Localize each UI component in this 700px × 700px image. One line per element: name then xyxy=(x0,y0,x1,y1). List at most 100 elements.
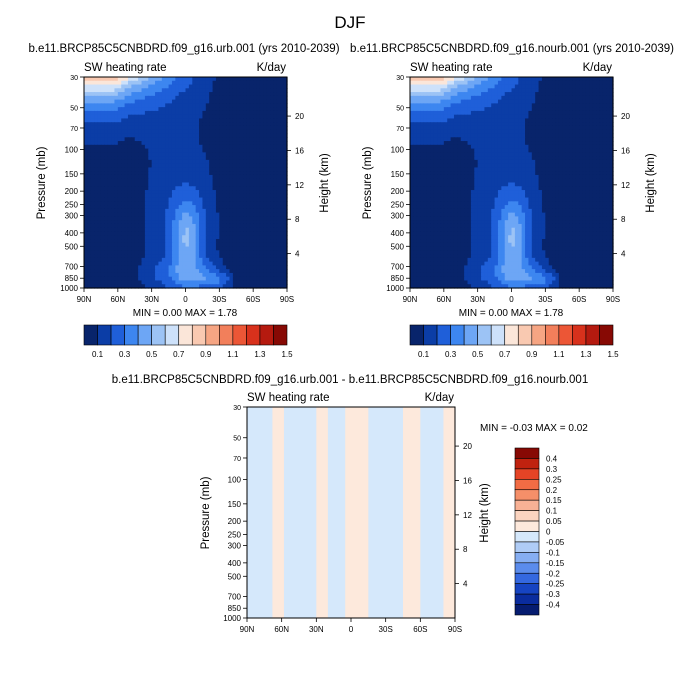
heatmap-cell xyxy=(94,103,99,108)
heatmap-cell xyxy=(508,129,513,135)
heatmap-cell xyxy=(212,242,217,248)
heatmap-cell xyxy=(171,84,176,89)
heatmap-cell xyxy=(107,99,112,104)
heatmap-cell xyxy=(416,129,421,135)
heatmap-cell xyxy=(464,114,469,120)
heatmap-cell xyxy=(205,178,210,184)
heatmap-cell xyxy=(219,182,224,187)
heatmap-cell xyxy=(151,163,156,169)
heatmap-cell xyxy=(111,84,116,89)
heatmap-cell xyxy=(127,220,132,225)
heatmap-cell xyxy=(270,118,275,123)
heatmap-cell xyxy=(420,84,425,89)
heatmap-cell xyxy=(175,141,180,146)
heatmap-cell xyxy=(239,133,244,138)
heatmap-cell xyxy=(107,223,112,229)
heatmap-cell xyxy=(246,280,251,285)
heatmap-cell xyxy=(114,272,119,278)
heatmap-cell xyxy=(487,129,492,135)
heatmap-cell xyxy=(579,122,584,127)
heatmap-cell xyxy=(94,284,99,289)
heatmap-cell xyxy=(552,122,557,127)
heatmap-cell xyxy=(97,231,102,236)
heatmap-cell xyxy=(134,242,139,248)
heatmap-cell xyxy=(90,197,95,202)
heatmap-cell xyxy=(131,272,136,278)
heatmap-cell xyxy=(410,103,414,108)
heatmap-cell xyxy=(481,92,486,97)
heatmap-cell xyxy=(239,197,244,202)
heatmap-cell xyxy=(246,129,251,135)
heatmap-cell xyxy=(443,174,448,180)
heatmap-cell xyxy=(511,114,516,120)
heatmap-cell xyxy=(243,156,247,161)
heatmap-cell xyxy=(253,216,258,221)
heatmap-cell xyxy=(205,171,210,176)
heatmap-cell xyxy=(256,133,261,138)
heatmap-cell xyxy=(266,272,271,278)
heatmap-cell xyxy=(410,148,414,153)
heatmap-cell xyxy=(464,92,469,97)
heatmap-cell xyxy=(545,107,550,112)
heatmap-cell xyxy=(222,242,227,248)
heatmap-cell xyxy=(97,242,102,248)
heatmap-cell xyxy=(443,114,448,120)
heatmap-cell xyxy=(602,103,607,108)
heatmap-cell xyxy=(467,88,472,93)
heatmap-cell xyxy=(259,107,264,112)
heatmap-cell xyxy=(562,77,567,82)
heatmap-cell xyxy=(249,137,254,142)
heatmap-cell xyxy=(158,80,163,86)
heatmap-cell xyxy=(243,216,247,221)
heatmap-cell xyxy=(202,250,207,255)
heatmap-cell xyxy=(256,95,261,101)
heatmap-cell xyxy=(117,276,122,282)
heatmap-cell xyxy=(599,103,604,108)
heatmap-cell xyxy=(266,208,271,214)
heatmap-cell xyxy=(521,156,526,161)
heatmap-cell xyxy=(232,280,237,285)
heatmap-cell xyxy=(131,239,136,244)
heatmap-cell xyxy=(501,92,506,97)
heatmap-cell xyxy=(477,141,482,146)
heatmap-cell xyxy=(219,220,224,225)
heatmap-cell xyxy=(562,137,567,142)
heatmap-cell xyxy=(232,92,237,97)
heatmap-cell xyxy=(460,122,465,127)
heatmap-cell xyxy=(226,99,231,104)
heatmap-cell xyxy=(192,242,197,248)
heatmap-cell xyxy=(90,88,95,93)
heatmap-cell xyxy=(141,156,146,161)
heatmap-cell xyxy=(134,220,139,225)
heatmap-cell xyxy=(171,261,176,266)
heatmap-cell xyxy=(94,190,99,195)
heatmap-cell xyxy=(474,148,479,153)
heatmap-cell xyxy=(205,167,210,172)
heatmap-cell xyxy=(585,99,590,104)
heatmap-cell xyxy=(283,163,288,169)
heatmap-cell xyxy=(90,141,95,146)
heatmap-cell xyxy=(226,118,231,123)
heatmap-cell xyxy=(182,80,187,86)
heatmap-cell xyxy=(270,231,275,236)
heatmap-cell xyxy=(144,265,149,270)
heatmap-cell xyxy=(134,246,139,251)
heatmap-cell xyxy=(114,129,119,135)
heatmap-cell xyxy=(585,137,590,142)
heatmap-cell xyxy=(148,190,153,195)
heatmap-cell xyxy=(212,152,217,157)
heatmap-cell xyxy=(107,212,112,218)
heatmap-cell xyxy=(168,174,173,180)
heatmap-cell xyxy=(256,212,261,218)
heatmap-cell xyxy=(192,133,197,138)
heatmap-cell xyxy=(437,133,442,138)
heatmap-cell xyxy=(273,171,278,176)
heatmap-cell xyxy=(87,235,92,240)
heatmap-cell xyxy=(165,269,170,274)
heatmap-cell xyxy=(535,137,540,142)
heatmap-cell xyxy=(565,148,570,153)
heatmap-cell xyxy=(416,171,421,176)
heatmap-cell xyxy=(144,272,149,278)
heatmap-cell xyxy=(117,114,122,120)
heatmap-cell xyxy=(94,182,99,187)
